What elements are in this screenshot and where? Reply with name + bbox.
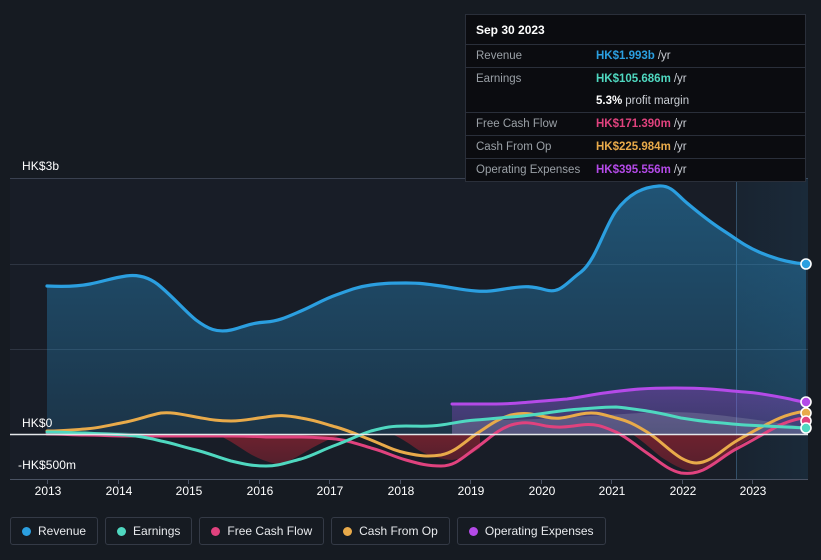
x-axis-label-2015: 2015 <box>175 484 203 498</box>
tooltip-key-operating-expenses: Operating Expenses <box>476 164 581 176</box>
negative-region-earnings <box>216 434 346 464</box>
legend-label-free-cash-flow: Free Cash Flow <box>227 524 313 538</box>
tooltip-value-revenue: HK$1.993b <box>596 50 655 62</box>
legend-item-cash-from-op[interactable]: Cash From Op <box>331 517 450 545</box>
tooltip-key-revenue: Revenue <box>476 50 523 62</box>
chart-canvas <box>10 178 812 484</box>
legend-dot-earnings-icon <box>117 526 127 536</box>
x-axis-label-2014: 2014 <box>105 484 133 498</box>
legend-item-operating-expenses[interactable]: Operating Expenses <box>456 517 606 545</box>
tooltip-row-free-cash-flow: Free Cash Flow HK$171.390m /yr <box>466 112 805 135</box>
tooltip-row-operating-expenses: Operating Expenses HK$395.556m /yr <box>466 158 805 181</box>
x-axis-label-2022: 2022 <box>669 484 697 498</box>
tooltip-suffix-cash-from-op: /yr <box>673 141 687 153</box>
legend-label-cash-from-op: Cash From Op <box>359 524 438 538</box>
x-axis-label-2013: 2013 <box>34 484 62 498</box>
marker-operating-expenses <box>800 396 812 408</box>
cash-from-op-line <box>45 409 808 465</box>
legend-dot-cash-from-op-icon <box>343 526 353 536</box>
x-axis-label-2023: 2023 <box>739 484 767 498</box>
marker-revenue <box>800 258 812 270</box>
tooltip-suffix-profit-margin: profit margin <box>625 95 690 107</box>
x-axis-label-2020: 2020 <box>528 484 556 498</box>
legend-item-free-cash-flow[interactable]: Free Cash Flow <box>199 517 325 545</box>
tooltip-row-cash-from-op: Cash From Op HK$225.984m /yr <box>466 135 805 158</box>
chart-tooltip: Sep 30 2023 Revenue HK$1.993b /yr Earnin… <box>465 14 806 182</box>
tooltip-date: Sep 30 2023 <box>476 23 545 37</box>
tooltip-value-profit-margin: 5.3% <box>596 95 623 107</box>
marker-earnings <box>800 422 812 434</box>
x-axis-label-2021: 2021 <box>598 484 626 498</box>
x-axis-label-2017: 2017 <box>316 484 344 498</box>
chart-legend: Revenue Earnings Free Cash Flow Cash Fro… <box>10 517 606 545</box>
tooltip-value-free-cash-flow: HK$171.390m <box>596 118 671 130</box>
data-point-markers[interactable] <box>800 258 812 434</box>
negative-region-a <box>392 434 480 460</box>
free-cash-flow-line <box>45 416 808 475</box>
tooltip-row-revenue: Revenue HK$1.993b /yr <box>466 44 805 67</box>
x-axis-label-2016: 2016 <box>246 484 274 498</box>
x-tick-marks <box>47 479 753 484</box>
tooltip-key-cash-from-op: Cash From Op <box>476 141 552 153</box>
tooltip-key-earnings: Earnings <box>476 73 522 85</box>
legend-item-revenue[interactable]: Revenue <box>10 517 99 545</box>
tooltip-value-earnings: HK$105.686m <box>596 73 671 85</box>
earnings-line <box>45 405 808 468</box>
tooltip-suffix-earnings: /yr <box>673 73 687 85</box>
tooltip-value-cash-from-op: HK$225.984m <box>596 141 671 153</box>
tooltip-value-operating-expenses: HK$395.556m <box>596 164 671 176</box>
operating-expenses-line <box>450 386 808 406</box>
tooltip-suffix-revenue: /yr <box>657 50 671 62</box>
tooltip-key-free-cash-flow: Free Cash Flow <box>476 118 558 130</box>
x-axis-label-2019: 2019 <box>457 484 485 498</box>
tooltip-suffix-free-cash-flow: /yr <box>673 118 687 130</box>
tooltip-row-earnings: Earnings HK$105.686m /yr <box>466 67 805 90</box>
legend-label-operating-expenses: Operating Expenses <box>484 524 594 538</box>
legend-label-earnings: Earnings <box>133 524 181 538</box>
legend-dot-free-cash-flow-icon <box>211 526 221 536</box>
tooltip-row-profit-margin: 5.3% profit margin <box>466 90 805 112</box>
x-axis-label-2018: 2018 <box>387 484 415 498</box>
financial-chart: HK$3b HK$0 -HK$500m 2013 2014 2015 2016 … <box>10 159 812 498</box>
legend-dot-operating-expenses-icon <box>468 526 478 536</box>
tooltip-suffix-operating-expenses: /yr <box>673 164 687 176</box>
y-axis-label-zero: HK$0 <box>22 416 53 430</box>
y-axis-label-top: HK$3b <box>22 159 60 173</box>
y-axis-label-bottom: -HK$500m <box>18 458 77 472</box>
legend-item-earnings[interactable]: Earnings <box>105 517 193 545</box>
revenue-line <box>45 184 808 333</box>
legend-dot-revenue-icon <box>22 526 31 536</box>
revenue-area <box>47 185 806 434</box>
legend-label-revenue: Revenue <box>38 524 87 538</box>
